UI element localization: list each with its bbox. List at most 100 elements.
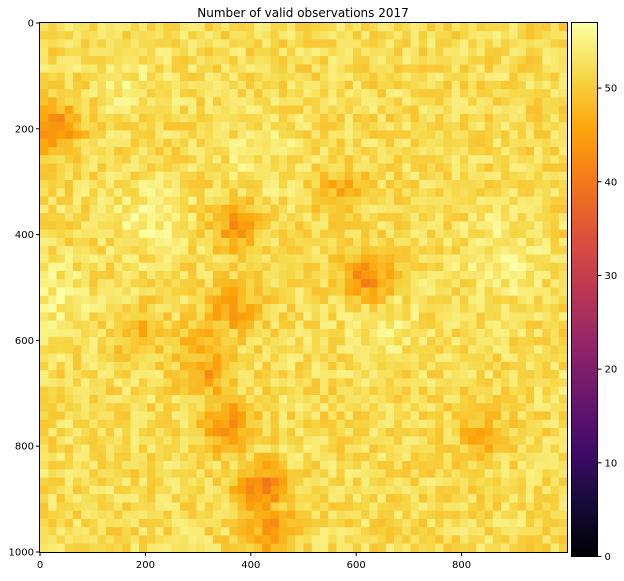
heatmap-cell — [81, 113, 90, 123]
heatmap-cell — [369, 436, 379, 446]
heatmap-cell — [237, 494, 247, 504]
heatmap-cell — [229, 196, 239, 206]
heatmap-cell — [303, 370, 313, 380]
heatmap-cell — [221, 378, 230, 388]
heatmap-cell — [56, 113, 66, 123]
heatmap-cell — [114, 138, 123, 148]
heatmap-cell — [303, 105, 313, 115]
heatmap-cell — [484, 155, 494, 165]
heatmap-cell — [377, 72, 387, 82]
heatmap-cell — [402, 370, 412, 380]
heatmap-cell — [188, 237, 198, 247]
heatmap-cell — [344, 23, 354, 32]
heatmap-cell — [344, 97, 354, 107]
heatmap-cell — [163, 246, 173, 256]
heatmap-cell — [385, 518, 395, 528]
heatmap-cell — [534, 419, 543, 429]
heatmap-cell — [501, 89, 510, 98]
heatmap-cell — [138, 56, 148, 65]
heatmap-cell — [369, 279, 379, 289]
heatmap-cell — [336, 411, 346, 421]
heatmap-cell — [492, 345, 502, 355]
heatmap-cell — [122, 97, 132, 107]
heatmap-cell — [484, 403, 494, 413]
heatmap-cell — [501, 229, 510, 239]
heatmap-cell — [377, 221, 387, 231]
heatmap-cell — [48, 444, 58, 454]
heatmap-cell — [534, 287, 543, 297]
heatmap-cell — [509, 196, 519, 206]
heatmap-cell — [451, 155, 461, 165]
heatmap-cell — [171, 221, 181, 231]
heatmap-cell — [237, 204, 247, 214]
heatmap-cell — [418, 370, 428, 380]
heatmap-cell — [130, 64, 140, 74]
heatmap-cell — [40, 163, 49, 173]
heatmap-cell — [303, 72, 313, 82]
heatmap-cell — [72, 138, 82, 148]
heatmap-cell — [558, 411, 568, 421]
heatmap-cell — [550, 320, 560, 330]
heatmap-cell — [418, 527, 428, 537]
heatmap-cell — [418, 72, 428, 82]
heatmap-cell — [212, 270, 222, 280]
heatmap-cell — [278, 138, 288, 148]
heatmap-cell — [492, 370, 502, 380]
heatmap-cell — [105, 146, 115, 156]
heatmap-cell — [492, 246, 502, 256]
heatmap-cell — [418, 428, 428, 437]
heatmap-cell — [492, 56, 502, 65]
heatmap-cell — [48, 337, 58, 346]
heatmap-cell — [138, 345, 148, 355]
heatmap-cell — [344, 411, 354, 421]
heatmap-cell — [89, 304, 99, 313]
heatmap-cell — [287, 452, 296, 462]
heatmap-cell — [48, 485, 58, 495]
heatmap-cell — [336, 155, 346, 165]
heatmap-cell — [229, 163, 239, 173]
heatmap-cell — [114, 312, 123, 322]
heatmap-cell — [278, 378, 288, 388]
heatmap-cell — [262, 428, 272, 437]
heatmap-cell — [212, 97, 222, 107]
heatmap-cell — [484, 146, 494, 156]
heatmap-cell — [48, 39, 58, 49]
heatmap-cell — [344, 419, 354, 429]
heatmap-cell — [352, 270, 362, 280]
heatmap-cell — [344, 56, 354, 65]
heatmap-cell — [97, 337, 107, 346]
heatmap-cell — [179, 146, 189, 156]
heatmap-cell — [254, 47, 263, 57]
heatmap-cell — [443, 113, 453, 123]
heatmap-cell — [377, 394, 387, 404]
heatmap-cell — [468, 452, 478, 462]
heatmap-cell — [525, 31, 535, 41]
heatmap-cell — [179, 287, 189, 297]
heatmap-cell — [254, 485, 263, 495]
heatmap-cell — [501, 23, 510, 32]
heatmap-cell — [459, 436, 469, 446]
heatmap-cell — [352, 80, 362, 90]
heatmap-cell — [212, 138, 222, 148]
heatmap-cell — [287, 494, 296, 504]
heatmap-cell — [344, 295, 354, 305]
heatmap-cell — [81, 386, 90, 396]
heatmap-cell — [130, 279, 140, 289]
heatmap-cell — [484, 353, 494, 363]
heatmap-cell — [476, 56, 486, 65]
heatmap-cell — [40, 97, 49, 107]
heatmap-cell — [97, 171, 107, 181]
heatmap-cell — [443, 394, 453, 404]
heatmap-cell — [287, 361, 296, 371]
heatmap-cell — [48, 47, 58, 57]
heatmap-cell — [410, 485, 420, 495]
heatmap-cell — [97, 246, 107, 256]
heatmap-cell — [295, 328, 305, 338]
heatmap-cell — [221, 345, 230, 355]
heatmap-cell — [451, 287, 461, 297]
heatmap-cell — [468, 105, 478, 115]
heatmap-cell — [385, 163, 395, 173]
heatmap-cell — [196, 56, 206, 65]
heatmap-cell — [311, 105, 321, 115]
heatmap-cell — [40, 411, 49, 421]
